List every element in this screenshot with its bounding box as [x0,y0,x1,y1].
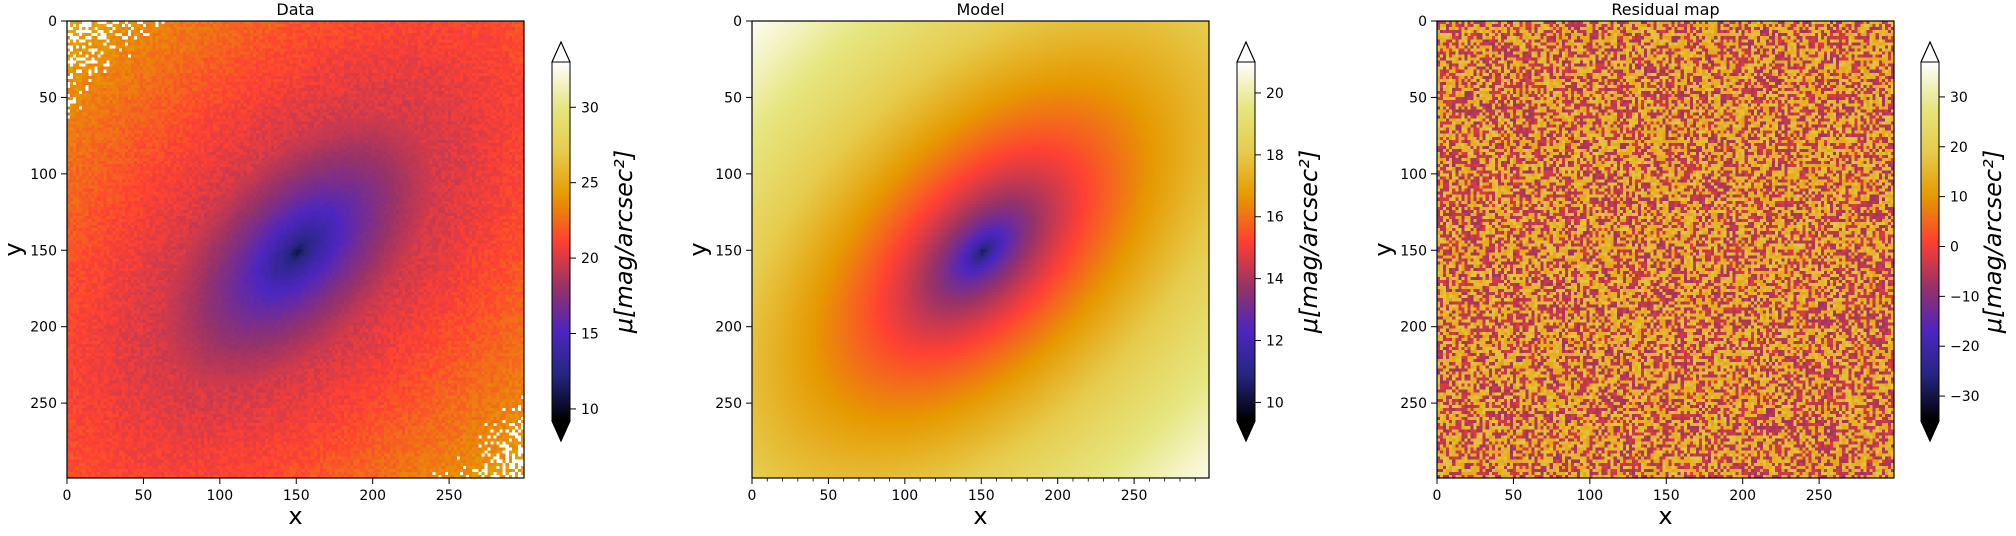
colorbar-extend-min [1236,420,1256,443]
colorbar-tick-label: 0 [1950,239,1959,255]
x-tick-label: 250 [436,488,463,504]
x-tick-label: 250 [1806,488,1833,504]
y-tick-label: 100 [1400,167,1427,183]
colorbar-gradient [1921,62,1939,421]
colorbar-extend-max [551,40,571,63]
colorbar-tick-label: 10 [1266,395,1284,411]
x-tick-label: 150 [968,488,995,504]
colorbar-tick-label: 15 [581,327,599,343]
colorbar-extend-max [1920,40,1940,63]
x-axis-label: x [973,502,987,530]
colorbar-tick-label: −30 [1950,389,1980,405]
x-tick-label: 250 [1121,488,1148,504]
colorbar-tick-label: 12 [1266,334,1284,350]
x-tick-label: 100 [1576,488,1603,504]
x-tick-label: 100 [206,488,233,504]
x-axis-label: x [1658,502,1672,530]
y-tick-label: 50 [724,90,742,106]
colorbar-tick-label: 20 [1950,140,1968,156]
colorbar: 10 12 14 16 18 20 μ[mag/arcsec²] [1236,40,1323,443]
y-tick-label: 150 [30,243,57,259]
y-tick-label: 0 [1418,14,1427,30]
colorbar-tick-label: 30 [1950,90,1968,106]
panel-title: Residual map [1611,0,1719,19]
y-tick-label: 0 [48,14,57,30]
x-tick-label: 50 [820,488,838,504]
colorbar-tick-label: 25 [581,176,599,192]
colorbar-extend-min [1920,420,1940,443]
colorbar-extend-max [1236,40,1256,63]
colorbar-label: μ[mag/arcsec²] [610,150,638,334]
y-tick-label: 150 [715,243,742,259]
colorbar-gradient [552,62,570,421]
x-tick-label: 200 [1044,488,1071,504]
heatmap-image [1437,21,1894,478]
x-tick-label: 0 [1433,488,1442,504]
x-tick-label: 150 [1653,488,1680,504]
colorbar-tick-label: 18 [1266,148,1284,164]
colorbar-outline [551,40,571,443]
panel-title: Data [276,0,314,19]
heatmap-image [67,21,524,478]
x-tick-label: 50 [1505,488,1523,504]
colorbar-outline [1920,40,1940,443]
heatmap-image [752,21,1209,478]
colorbar-label: μ[mag/arcsec²] [1979,150,2007,334]
colorbar-tick-label: −20 [1950,339,1980,355]
x-axis-label: x [288,502,302,530]
y-tick-label: 250 [1400,396,1427,412]
axes-frame [751,20,1210,479]
x-tick-label: 200 [1729,488,1756,504]
y-tick-label: 50 [1409,90,1427,106]
colorbar-tick-label: 30 [581,100,599,116]
colorbar-tick-label: −10 [1950,289,1980,305]
y-axis-label: y [1369,242,1397,256]
y-tick-label: 100 [715,167,742,183]
colorbar-tick-label: 20 [1266,86,1284,102]
y-tick-label: 100 [30,167,57,183]
axes-frame [1436,20,1895,479]
colorbar: 10 15 20 25 30 μ[mag/arcsec²] [551,40,638,443]
colorbar-tick-label: 10 [1950,190,1968,206]
colorbar-tick-label: 16 [1266,210,1284,226]
y-tick-label: 200 [1400,320,1427,336]
colorbar-outline [1236,40,1256,443]
y-tick-label: 250 [30,396,57,412]
y-tick-label: 200 [715,320,742,336]
y-tick-label: 200 [30,320,57,336]
panel-data: Data 0 50 100 150 200 250 0 50 100 150 200 250 x y 10 15… [0,0,638,530]
y-tick-label: 50 [39,90,57,106]
x-tick-label: 150 [283,488,310,504]
colorbar: −30 −20 −10 0 10 20 30 μ[mag/arcsec²] [1920,40,2007,443]
y-tick-label: 150 [1400,243,1427,259]
x-tick-label: 100 [891,488,918,504]
colorbar-label: μ[mag/arcsec²] [1295,150,1323,334]
colorbar-tick-label: 20 [581,251,599,267]
axes-frame [66,20,525,479]
x-tick-label: 0 [63,488,72,504]
panel-title: Model [956,0,1004,19]
x-tick-label: 0 [748,488,757,504]
colorbar-extend-min [551,420,571,443]
colorbar-gradient [1237,62,1255,421]
colorbar-tick-label: 14 [1266,272,1284,288]
colorbar-tick-label: 10 [581,402,599,418]
y-tick-label: 0 [733,14,742,30]
y-tick-label: 250 [715,396,742,412]
x-tick-label: 50 [135,488,153,504]
y-axis-label: y [684,242,712,256]
y-axis-label: y [0,242,27,256]
x-tick-label: 200 [359,488,386,504]
